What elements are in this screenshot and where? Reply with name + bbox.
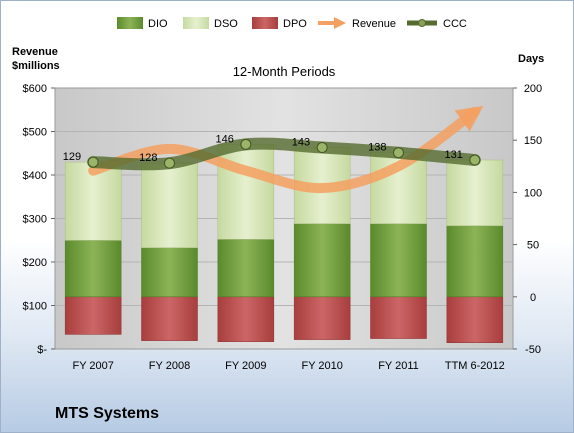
- bar-dpo: [370, 296, 427, 339]
- ccc-point: [164, 157, 175, 169]
- right-tick-label: -50: [525, 344, 541, 356]
- ccc-point: [87, 156, 99, 168]
- left-axis-title-line2: $millions: [12, 60, 60, 72]
- left-tick-label: $200: [23, 257, 47, 269]
- left-tick-label: $-: [37, 344, 47, 356]
- ccc-point: [393, 147, 404, 159]
- category-label: FY 2010: [301, 360, 342, 372]
- category-label: FY 2009: [225, 360, 266, 372]
- ccc-data-label: 143: [292, 137, 310, 149]
- legend-swatch-dso: [183, 17, 209, 29]
- legend-label-revenue: Revenue: [352, 18, 396, 30]
- left-tick-label: $100: [23, 301, 47, 313]
- ccc-data-label: 129: [63, 151, 81, 163]
- right-tick-label: 200: [524, 83, 542, 95]
- bar-dso: [217, 144, 275, 240]
- legend-marker-ccc: [418, 19, 426, 27]
- bar-dso: [141, 162, 198, 248]
- chart-title: 12-Month Periods: [233, 64, 336, 79]
- legend-label-dio: DIO: [148, 18, 168, 30]
- bar-dpo: [293, 296, 351, 340]
- ccc-data-label: 131: [444, 149, 462, 161]
- right-tick-label: 150: [524, 135, 542, 147]
- ccc-series: 129 128 146 143 138 131: [63, 133, 481, 171]
- category-label: FY 2011: [378, 360, 419, 372]
- legend-label-dso: DSO: [214, 18, 238, 30]
- bar-dso: [446, 159, 504, 227]
- bar-series: [64, 144, 504, 343]
- axes: $- $100 $200 $300 $400 $500 $600 -50 0 50 100 150 20…: [23, 83, 543, 372]
- right-tick-label: 0: [530, 292, 536, 304]
- legend: DIO DSO DPO Revenue CCC: [117, 17, 467, 30]
- bar-dio: [217, 239, 275, 298]
- ccc-point: [469, 154, 481, 166]
- right-tick-label: 50: [527, 240, 539, 252]
- right-axis-title: Days: [518, 53, 544, 65]
- left-tick-label: $600: [23, 83, 47, 95]
- gridlines: [55, 131, 513, 306]
- category-label: FY 2007: [72, 360, 113, 372]
- left-tick-label: $500: [23, 127, 47, 139]
- ccc-data-label: 146: [215, 133, 233, 145]
- bar-dio: [141, 247, 198, 298]
- left-tick-label: $400: [23, 170, 47, 182]
- category-label: TTM 6-2012: [445, 360, 505, 372]
- company-name: MTS Systems: [55, 405, 159, 422]
- right-tick-label: 100: [524, 187, 542, 199]
- ccc-point: [240, 138, 252, 150]
- legend-swatch-dpo: [252, 17, 278, 29]
- ccc-data-label: 128: [139, 152, 157, 164]
- legend-label-ccc: CCC: [443, 18, 467, 30]
- ccc-line: [87, 137, 481, 171]
- bar-dio: [64, 240, 122, 298]
- bar-dio: [293, 223, 351, 298]
- bar-dio: [370, 223, 427, 298]
- bar-dpo: [141, 296, 198, 341]
- ccc-data-label: 138: [368, 142, 386, 154]
- left-axis-title-line1: Revenue: [12, 46, 58, 58]
- left-tick-label: $300: [23, 214, 47, 226]
- bar-dpo: [217, 296, 275, 342]
- bar-dpo: [446, 296, 504, 343]
- ccc-point: [316, 142, 328, 154]
- bar-dio: [446, 225, 504, 298]
- legend-label-dpo: DPO: [283, 18, 307, 30]
- category-label: FY 2008: [149, 360, 190, 372]
- legend-swatch-dio: [117, 17, 143, 29]
- bar-dpo: [64, 296, 122, 335]
